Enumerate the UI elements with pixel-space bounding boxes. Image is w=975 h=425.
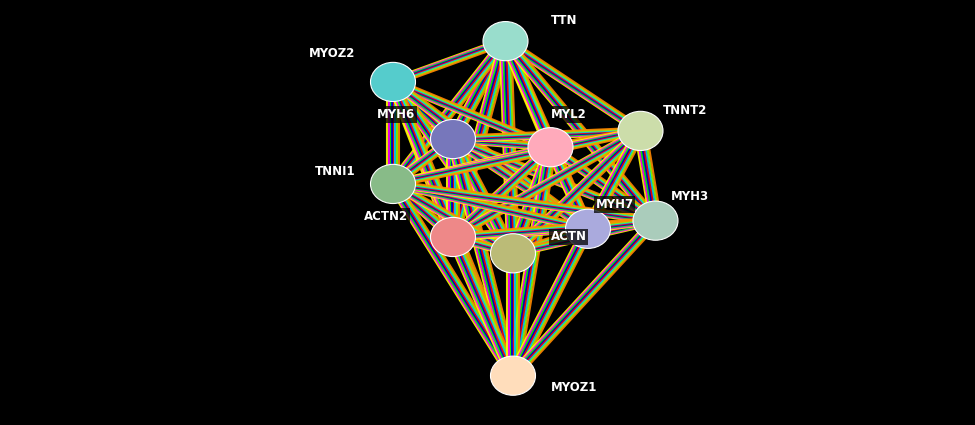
Text: TNNI1: TNNI1	[315, 165, 356, 178]
Text: MYOZ2: MYOZ2	[309, 47, 356, 60]
Text: MYH6: MYH6	[377, 108, 415, 121]
Ellipse shape	[490, 356, 535, 395]
Ellipse shape	[566, 209, 610, 248]
Text: MYH3: MYH3	[671, 190, 709, 203]
Text: MYL2: MYL2	[551, 108, 586, 121]
Text: TTN: TTN	[551, 14, 577, 27]
Text: MYH7: MYH7	[596, 198, 634, 211]
Ellipse shape	[618, 111, 663, 150]
Ellipse shape	[633, 201, 678, 240]
Ellipse shape	[431, 218, 476, 257]
Text: ACTN: ACTN	[551, 230, 587, 244]
Ellipse shape	[370, 164, 415, 204]
Ellipse shape	[431, 119, 476, 159]
Text: TNNT2: TNNT2	[663, 104, 708, 117]
Ellipse shape	[528, 128, 573, 167]
Ellipse shape	[483, 22, 528, 61]
Text: ACTN2: ACTN2	[364, 210, 408, 223]
Ellipse shape	[490, 234, 535, 273]
Text: MYOZ1: MYOZ1	[551, 382, 597, 394]
Ellipse shape	[370, 62, 415, 102]
